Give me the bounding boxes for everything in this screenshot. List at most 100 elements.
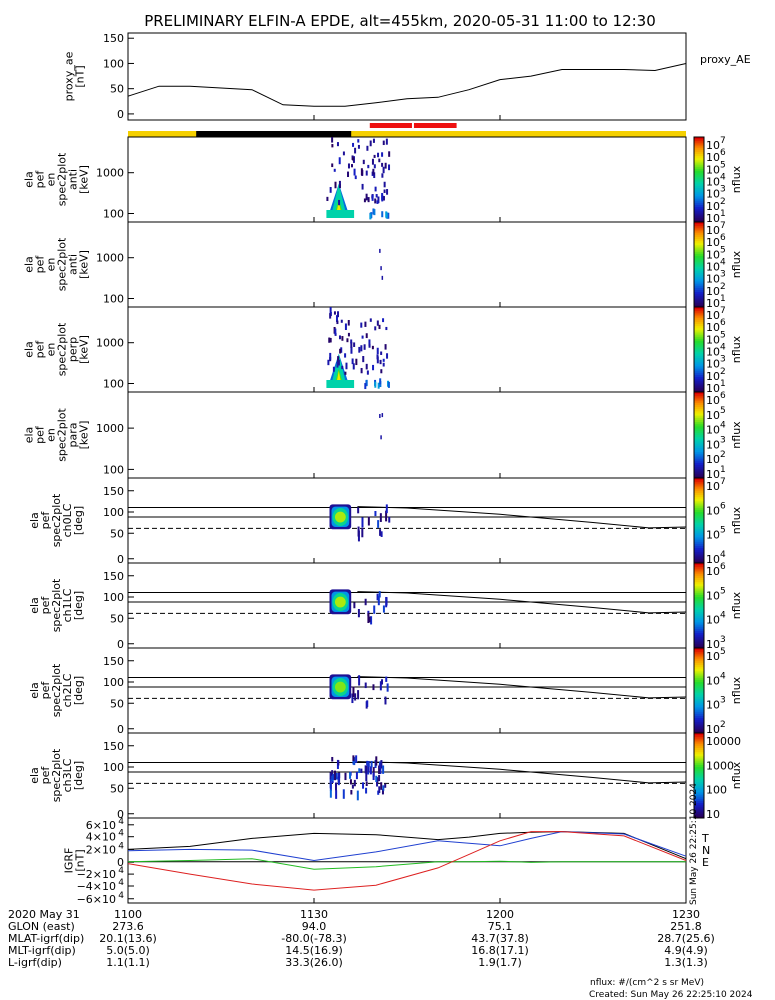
colorbar-tick-label: 10 — [706, 224, 720, 237]
pa-cell — [365, 781, 368, 787]
colorbar-tick-exponent: 6 — [720, 562, 726, 572]
y-axis-label: ela — [28, 512, 41, 529]
colorbar-segment — [694, 319, 704, 323]
colorbar-segment — [694, 478, 704, 481]
colorbar-segment — [694, 273, 704, 276]
spectrogram-cell — [381, 192, 384, 200]
y-axis-label: ela — [28, 767, 41, 784]
ephemeris-value: 5.0(5.0) — [106, 944, 150, 957]
panel-frame — [127, 817, 687, 904]
pa-cell — [351, 784, 354, 789]
colorbar-segment — [694, 616, 704, 619]
pa-cell — [365, 772, 368, 782]
colorbar-tick-label: 10 — [706, 438, 720, 451]
spectrogram-cell — [360, 168, 363, 176]
figure-title: PRELIMINARY ELFIN-A EPDE, alt=455km, 202… — [144, 12, 656, 30]
spectrogram-cell — [338, 180, 341, 185]
colorbar-segment — [694, 752, 704, 755]
pa-cell — [380, 760, 383, 769]
colorbar-segment — [694, 183, 704, 187]
spectrogram-cell — [363, 198, 366, 203]
pa-cell — [349, 772, 352, 779]
colorbar-tick-exponent: 2 — [720, 367, 726, 377]
colorbar-segment — [694, 567, 704, 570]
spectrogram-cell — [350, 339, 353, 344]
colorbar-tick-exponent: 6 — [720, 501, 726, 511]
colorbar-segment — [694, 764, 704, 768]
y-tick-label: −6×10 — [77, 893, 116, 906]
colorbar-tick-label: 10 — [706, 212, 720, 225]
pa-cell — [381, 788, 384, 795]
colorbar-segment — [694, 321, 704, 325]
colorbar-segment — [694, 141, 704, 144]
y-tick-label: 150 — [103, 32, 124, 45]
colorbar-segment — [694, 767, 704, 770]
spectrogram-cell — [360, 345, 363, 352]
spectrogram-cell — [341, 336, 344, 341]
pitch-angle-6 — [128, 589, 687, 625]
colorbar-segment — [694, 813, 704, 817]
ephemeris-value: 33.3(26.0) — [285, 956, 343, 969]
colorbar-segment — [694, 347, 704, 350]
y-axis-label: pef — [34, 255, 47, 274]
pa-cell — [331, 770, 334, 779]
colorbar-segment — [694, 546, 704, 549]
colorbar-segment — [694, 688, 704, 691]
colorbar-tick-exponent: 4 — [720, 611, 726, 621]
spectrogram-cell — [384, 344, 387, 350]
colorbar-tick-exponent: 1 — [720, 294, 726, 304]
colorbar-segment — [694, 296, 704, 299]
colorbar-segment — [694, 465, 704, 468]
colorbar-segment — [694, 811, 704, 815]
spectrogram-cell — [376, 200, 379, 204]
colorbar-tick-exponent: 6 — [720, 233, 726, 243]
pa-cell — [372, 772, 375, 781]
colorbar-segment — [694, 232, 704, 236]
ephemeris-value: 1100 — [114, 908, 142, 921]
spectrogram-cell — [355, 358, 358, 366]
colorbar-tick-label: 10 — [706, 176, 720, 189]
colorbar-segment — [694, 181, 704, 185]
colorbar-segment — [694, 769, 704, 772]
colorbar-segment — [694, 292, 704, 295]
pa-cell — [367, 761, 370, 767]
spectrogram-cell — [336, 142, 339, 147]
pa-cell — [334, 782, 337, 791]
pa-cell — [329, 778, 332, 789]
pa-cell — [386, 683, 389, 692]
spectrogram-cell — [379, 413, 381, 418]
spectrogram-cell — [376, 347, 379, 355]
spectrogram-cell — [384, 162, 387, 169]
colorbar-tick-label: 100 — [706, 784, 727, 797]
spectrogram-cell — [345, 362, 348, 370]
spectrogram-cell — [337, 359, 340, 366]
colorbar-segment — [694, 215, 704, 219]
colorbar-tick-label: 10 — [706, 188, 720, 201]
colorbar-segment — [694, 807, 704, 810]
y-tick-label: 2×10 — [86, 843, 116, 856]
ephemeris-label: MLT-igrf(dip) — [8, 944, 76, 957]
proxy-ae-line — [127, 63, 687, 107]
spectrogram-cell — [386, 212, 389, 219]
colorbar-segment — [694, 392, 704, 395]
colorbar-segment — [694, 771, 704, 774]
spectrogram-cell — [385, 138, 388, 145]
colorbar-segment — [694, 754, 704, 757]
y-tick-label: 50 — [110, 782, 124, 795]
colorbar-segment — [694, 784, 704, 787]
y-axis-label: ela — [23, 171, 36, 188]
pa-cell — [376, 593, 379, 601]
colorbar-segment — [694, 143, 704, 146]
spectrogram-cell — [341, 365, 344, 370]
spectrogram-2 — [379, 248, 384, 280]
pa-cell — [367, 516, 370, 526]
colorbar-segment — [694, 648, 704, 651]
spectrogram-cell — [337, 356, 340, 363]
pa-cell — [342, 789, 345, 799]
spectrogram-cell — [357, 144, 360, 149]
y-axis-label: spec2plot — [56, 237, 69, 291]
colorbar-segment — [694, 450, 704, 453]
colorbar-segment — [694, 158, 704, 161]
colorbar-segment — [694, 400, 704, 404]
pa-cell — [374, 510, 377, 517]
